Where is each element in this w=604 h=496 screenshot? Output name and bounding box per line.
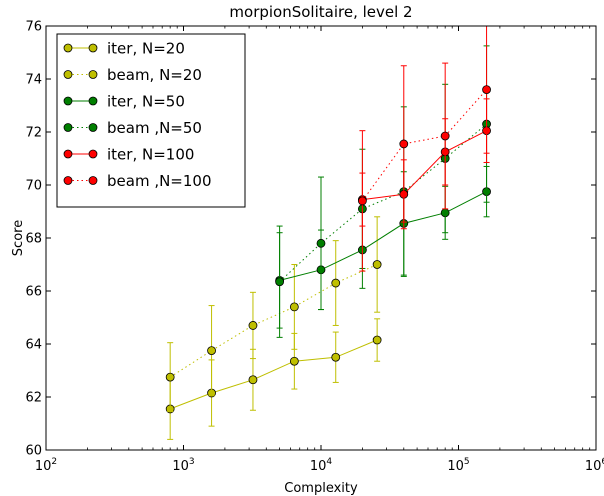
y-tick-label: 66 [25, 285, 42, 300]
data-point [165, 372, 175, 382]
legend-item: iter, N=20 [63, 40, 185, 58]
legend-marker [63, 176, 73, 185]
data-point [357, 196, 367, 206]
axis-ticks: 60 62 64 66 68 70 72 74 76 102 103 104 105 106 [25, 20, 604, 475]
legend-marker [63, 149, 73, 159]
series-line [361, 89, 487, 202]
y-tick-label: 60 [25, 444, 42, 459]
legend-label: iter, N=20 [107, 40, 185, 58]
series-line [170, 339, 378, 410]
series-2 [165, 216, 382, 413]
y-tick-label: 70 [25, 179, 42, 194]
series-line [279, 191, 487, 281]
legend-item: iter, N=50 [63, 93, 185, 111]
data-point [440, 131, 450, 141]
series-line [279, 123, 487, 283]
legend-item: beam, N=20 [63, 66, 202, 84]
legend-label: beam, N=20 [107, 66, 202, 84]
series-1 [165, 318, 382, 440]
chart-title: morpionSolitaire, level 2 [229, 3, 412, 21]
series-6 [357, 25, 491, 272]
series-line [169, 264, 378, 378]
legend-marker [88, 43, 98, 53]
data-point [289, 356, 299, 366]
y-tick-label: 64 [25, 338, 42, 353]
legend-marker [63, 70, 73, 79]
y-tick-label: 62 [25, 391, 42, 406]
data-point [372, 335, 382, 345]
x-tick-label: 106 [585, 457, 604, 474]
data-point [372, 260, 382, 269]
plot-area [165, 25, 491, 440]
legend-marker [88, 123, 98, 132]
legend-label: beam ,N=100 [107, 172, 212, 190]
data-point [331, 278, 341, 288]
legend-box [56, 33, 246, 208]
legend: iter, N=20 beam, N=20 iter, N=50 beam ,N=50… [56, 33, 246, 208]
y-tick-label: 68 [25, 232, 42, 247]
series-3 [275, 165, 491, 329]
data-point [331, 352, 341, 362]
legend-label: beam ,N=50 [107, 119, 202, 137]
data-point [399, 139, 409, 149]
legend-marker [63, 43, 73, 53]
legend-label: iter, N=50 [107, 93, 185, 111]
x-tick-label: 102 [35, 457, 57, 474]
x-tick-label: 104 [310, 457, 333, 474]
legend-marker [88, 96, 98, 106]
y-axis-title: Score [11, 220, 26, 256]
x-axis-title: Complexity [284, 481, 358, 496]
legend-marker [63, 123, 73, 132]
x-tick-label: 105 [447, 457, 469, 474]
y-tick-label: 76 [25, 20, 42, 35]
data-point [275, 277, 285, 287]
legend-marker [63, 96, 73, 106]
y-tick-label: 74 [25, 73, 42, 88]
series-5 [357, 98, 491, 230]
data-point [289, 302, 299, 312]
data-point [207, 346, 216, 356]
data-point [248, 375, 258, 385]
legend-item: beam ,N=100 [63, 172, 212, 190]
y-tick-label: 72 [25, 126, 42, 141]
series-line [362, 130, 487, 201]
data-point [248, 321, 258, 330]
legend-label: iter, N=100 [107, 146, 194, 164]
data-point [316, 238, 326, 248]
legend-marker [88, 149, 98, 159]
series-4 [275, 45, 491, 338]
x-tick-label: 103 [172, 457, 194, 474]
data-point [482, 85, 491, 94]
legend-marker [88, 176, 98, 185]
legend-item: beam ,N=50 [63, 119, 202, 137]
legend-item: iter, N=100 [63, 146, 194, 164]
legend-marker [88, 70, 98, 79]
